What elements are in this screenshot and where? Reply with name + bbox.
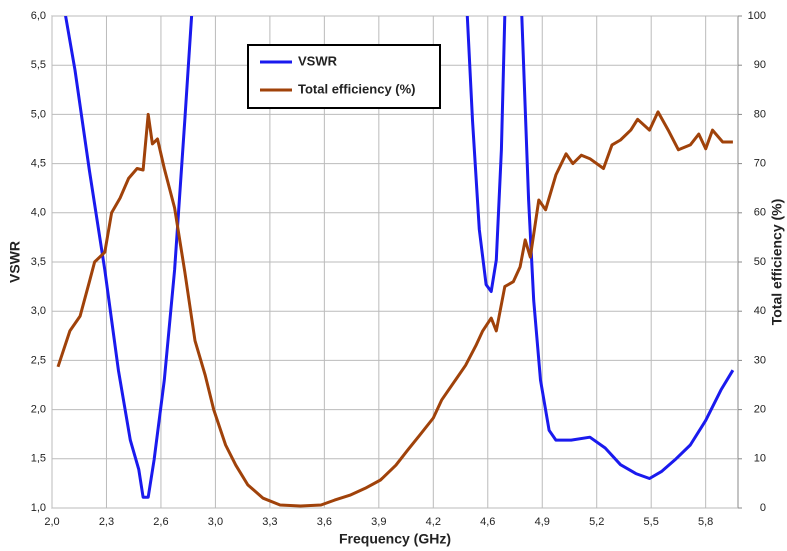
series-line	[56, 110, 733, 508]
x-tick-label: 2,3	[99, 516, 114, 528]
x-axis-title: Frequency (GHz)	[339, 531, 451, 547]
x-tick-label: 3,6	[317, 516, 332, 528]
y2-tick-label: 50	[754, 256, 766, 268]
y-tick-label: 1,5	[31, 453, 46, 465]
x-tick-label: 4,9	[535, 516, 550, 528]
y2-tick-label: 100	[748, 10, 766, 22]
y2-tick-label: 0	[760, 502, 766, 514]
x-tick-label: 2,6	[153, 516, 168, 528]
x-tick-label: 5,5	[644, 516, 659, 528]
x-tick-label: 5,2	[589, 516, 604, 528]
y-tick-label: 1,0	[31, 502, 46, 514]
y2-tick-label: 90	[754, 59, 766, 71]
legend-box	[247, 44, 441, 109]
y2-tick-label: 80	[754, 108, 766, 120]
series-line	[64, 16, 735, 499]
y2-tick-label: 70	[754, 158, 766, 170]
y-tick-label: 5,0	[31, 108, 46, 120]
y-tick-label: 5,5	[31, 59, 46, 71]
x-tick-label: 3,0	[208, 516, 223, 528]
y-tick-label: 4,0	[31, 207, 46, 219]
y-tick-label: 6,0	[31, 10, 46, 22]
x-tick-label: 4,2	[426, 516, 441, 528]
y-tick-label: 4,5	[31, 158, 46, 170]
y-tick-label: 2,0	[31, 404, 46, 416]
x-tick-label: 3,3	[262, 516, 277, 528]
y2-tick-label: 60	[754, 207, 766, 219]
x-tick-label: 5,8	[698, 516, 713, 528]
y2-tick-label: 40	[754, 305, 766, 317]
y2-tick-label: 10	[754, 453, 766, 465]
y2-tick-label: 20	[754, 404, 766, 416]
y2-axis-title: Total efficiency (%)	[769, 199, 785, 326]
y-tick-label: 3,0	[31, 305, 46, 317]
y-tick-label: 3,5	[31, 256, 46, 268]
x-tick-label: 2,0	[44, 516, 59, 528]
y2-tick-label: 30	[754, 354, 766, 366]
x-tick-label: 3,9	[371, 516, 386, 528]
legend-label: Total efficiency (%)	[298, 81, 416, 96]
y-tick-label: 2,5	[31, 354, 46, 366]
legend-label: VSWR	[298, 53, 338, 68]
y-axis-title: VSWR	[7, 241, 23, 283]
x-tick-label: 4,6	[480, 516, 495, 528]
